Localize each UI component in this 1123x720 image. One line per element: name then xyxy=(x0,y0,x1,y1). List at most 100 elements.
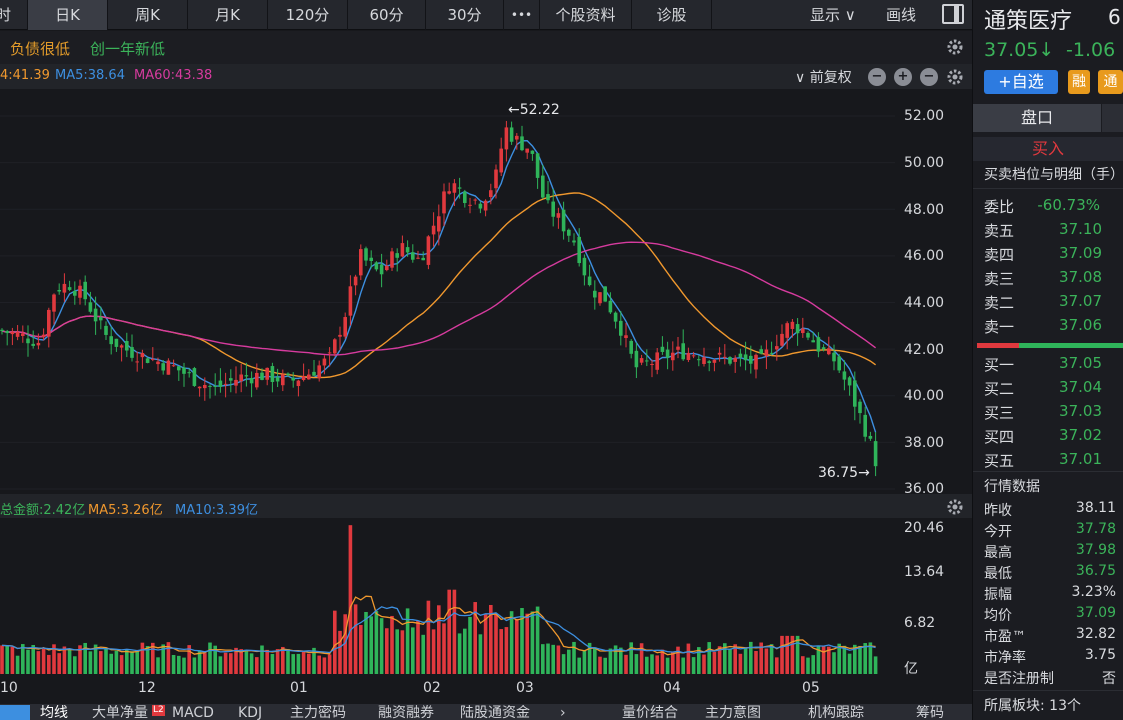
volume-bar[interactable] xyxy=(702,654,706,674)
candle-body[interactable] xyxy=(145,358,150,363)
volume-bar[interactable] xyxy=(244,650,249,674)
volume-bar[interactable] xyxy=(442,623,446,674)
volume-bar[interactable] xyxy=(468,616,472,674)
candle-body[interactable] xyxy=(530,150,535,154)
candle-body[interactable] xyxy=(749,355,753,364)
volume-bar[interactable] xyxy=(265,649,269,674)
candle-body[interactable] xyxy=(156,361,160,365)
volume-bar[interactable] xyxy=(296,653,301,674)
candle-body[interactable] xyxy=(645,360,649,362)
tab-stock-diagnosis[interactable]: 诊股 xyxy=(632,0,712,30)
volume-bar[interactable] xyxy=(697,647,701,674)
candle-body[interactable] xyxy=(208,385,212,387)
candle-body[interactable] xyxy=(686,352,691,360)
volume-bar[interactable] xyxy=(104,647,108,674)
volume-bar[interactable] xyxy=(572,641,576,674)
tab-30min[interactable]: 30分 xyxy=(426,0,504,30)
volume-bar[interactable] xyxy=(213,645,217,674)
candle-body[interactable] xyxy=(816,337,821,352)
volume-bar[interactable] xyxy=(135,650,139,674)
candle-body[interactable] xyxy=(119,345,124,348)
volume-bar[interactable] xyxy=(161,644,165,674)
candle-body[interactable] xyxy=(426,236,431,265)
volume-bar[interactable] xyxy=(603,657,607,674)
candle-body[interactable] xyxy=(223,383,228,385)
volume-bar[interactable] xyxy=(551,644,555,674)
volume-bar[interactable] xyxy=(400,630,405,674)
volume-bar[interactable] xyxy=(587,642,592,674)
candle-body[interactable] xyxy=(582,257,587,276)
volume-bar[interactable] xyxy=(754,650,758,674)
volume-bar[interactable] xyxy=(676,646,680,674)
volume-bar[interactable] xyxy=(359,625,363,674)
volume-bar[interactable] xyxy=(868,642,873,674)
volume-bar[interactable] xyxy=(504,627,509,674)
candle-body[interactable] xyxy=(15,332,20,337)
candle-body[interactable] xyxy=(197,386,202,389)
add-watchlist-button[interactable]: +自选 xyxy=(984,70,1058,94)
candle-body[interactable] xyxy=(665,349,670,358)
volume-bar[interactable] xyxy=(31,644,35,674)
bid-level-price[interactable]: 37.04 xyxy=(1059,378,1102,396)
volume-bar[interactable] xyxy=(738,653,743,674)
volume-bar[interactable] xyxy=(546,643,550,674)
candle-body[interactable] xyxy=(291,377,295,381)
volume-bar[interactable] xyxy=(125,649,129,674)
zoom-in-icon[interactable]: + xyxy=(894,68,912,86)
volume-bar[interactable] xyxy=(790,635,795,674)
volume-bar[interactable] xyxy=(93,644,98,674)
tab-orderbook[interactable]: 盘口 xyxy=(973,104,1101,132)
candle-body[interactable] xyxy=(255,372,259,388)
candle-body[interactable] xyxy=(473,199,477,201)
candle-body[interactable] xyxy=(104,325,108,335)
volume-bar[interactable] xyxy=(619,647,623,674)
candle-body[interactable] xyxy=(769,352,774,354)
candle-body[interactable] xyxy=(832,352,836,362)
volume-bar[interactable] xyxy=(650,654,654,674)
candle-body[interactable] xyxy=(312,371,316,376)
volume-bar[interactable] xyxy=(208,642,212,674)
candle-body[interactable] xyxy=(535,153,540,178)
candle-body[interactable] xyxy=(73,290,77,296)
volume-bar[interactable] xyxy=(301,651,306,674)
candle-body[interactable] xyxy=(551,201,555,217)
candle-body[interactable] xyxy=(452,183,457,193)
candle-body[interactable] xyxy=(847,377,852,386)
candle-body[interactable] xyxy=(62,283,67,293)
volume-bar[interactable] xyxy=(426,600,431,674)
volume-bar[interactable] xyxy=(463,628,467,674)
tab-daily-k[interactable]: 日K xyxy=(28,0,108,30)
volume-bar[interactable] xyxy=(785,635,789,674)
candle-body[interactable] xyxy=(463,191,467,204)
volume-bar[interactable] xyxy=(411,627,415,674)
volume-bar[interactable] xyxy=(764,648,769,674)
candle-body[interactable] xyxy=(697,359,701,361)
candle-body[interactable] xyxy=(130,347,134,358)
candle-body[interactable] xyxy=(707,361,711,363)
candle-body[interactable] xyxy=(868,435,873,439)
volume-bar[interactable] xyxy=(452,589,457,674)
candle-body[interactable] xyxy=(821,347,826,350)
candle-body[interactable] xyxy=(754,354,758,370)
candle-body[interactable] xyxy=(161,363,165,371)
volume-bar[interactable] xyxy=(166,642,171,674)
volume-bar[interactable] xyxy=(390,615,394,674)
volume-bar[interactable] xyxy=(21,644,25,674)
volume-bar[interactable] xyxy=(239,649,243,674)
margin-badge[interactable]: 融 xyxy=(1068,70,1090,94)
candle-body[interactable] xyxy=(743,354,748,361)
volume-bar[interactable] xyxy=(41,648,46,674)
volume-bar[interactable] xyxy=(343,614,347,674)
volume-bar[interactable] xyxy=(842,645,847,674)
volume-bar[interactable] xyxy=(660,649,665,674)
volume-bar[interactable] xyxy=(203,653,207,674)
kline-chart[interactable] xyxy=(0,89,972,494)
ask-level-price[interactable]: 37.09 xyxy=(1059,244,1102,262)
candle-body[interactable] xyxy=(213,385,217,387)
candle-body[interactable] xyxy=(307,374,311,380)
volume-bar[interactable] xyxy=(567,649,571,674)
candle-body[interactable] xyxy=(629,340,633,354)
volume-bar[interactable] xyxy=(811,655,815,674)
candle-body[interactable] xyxy=(509,127,514,142)
candle-body[interactable] xyxy=(171,365,176,367)
